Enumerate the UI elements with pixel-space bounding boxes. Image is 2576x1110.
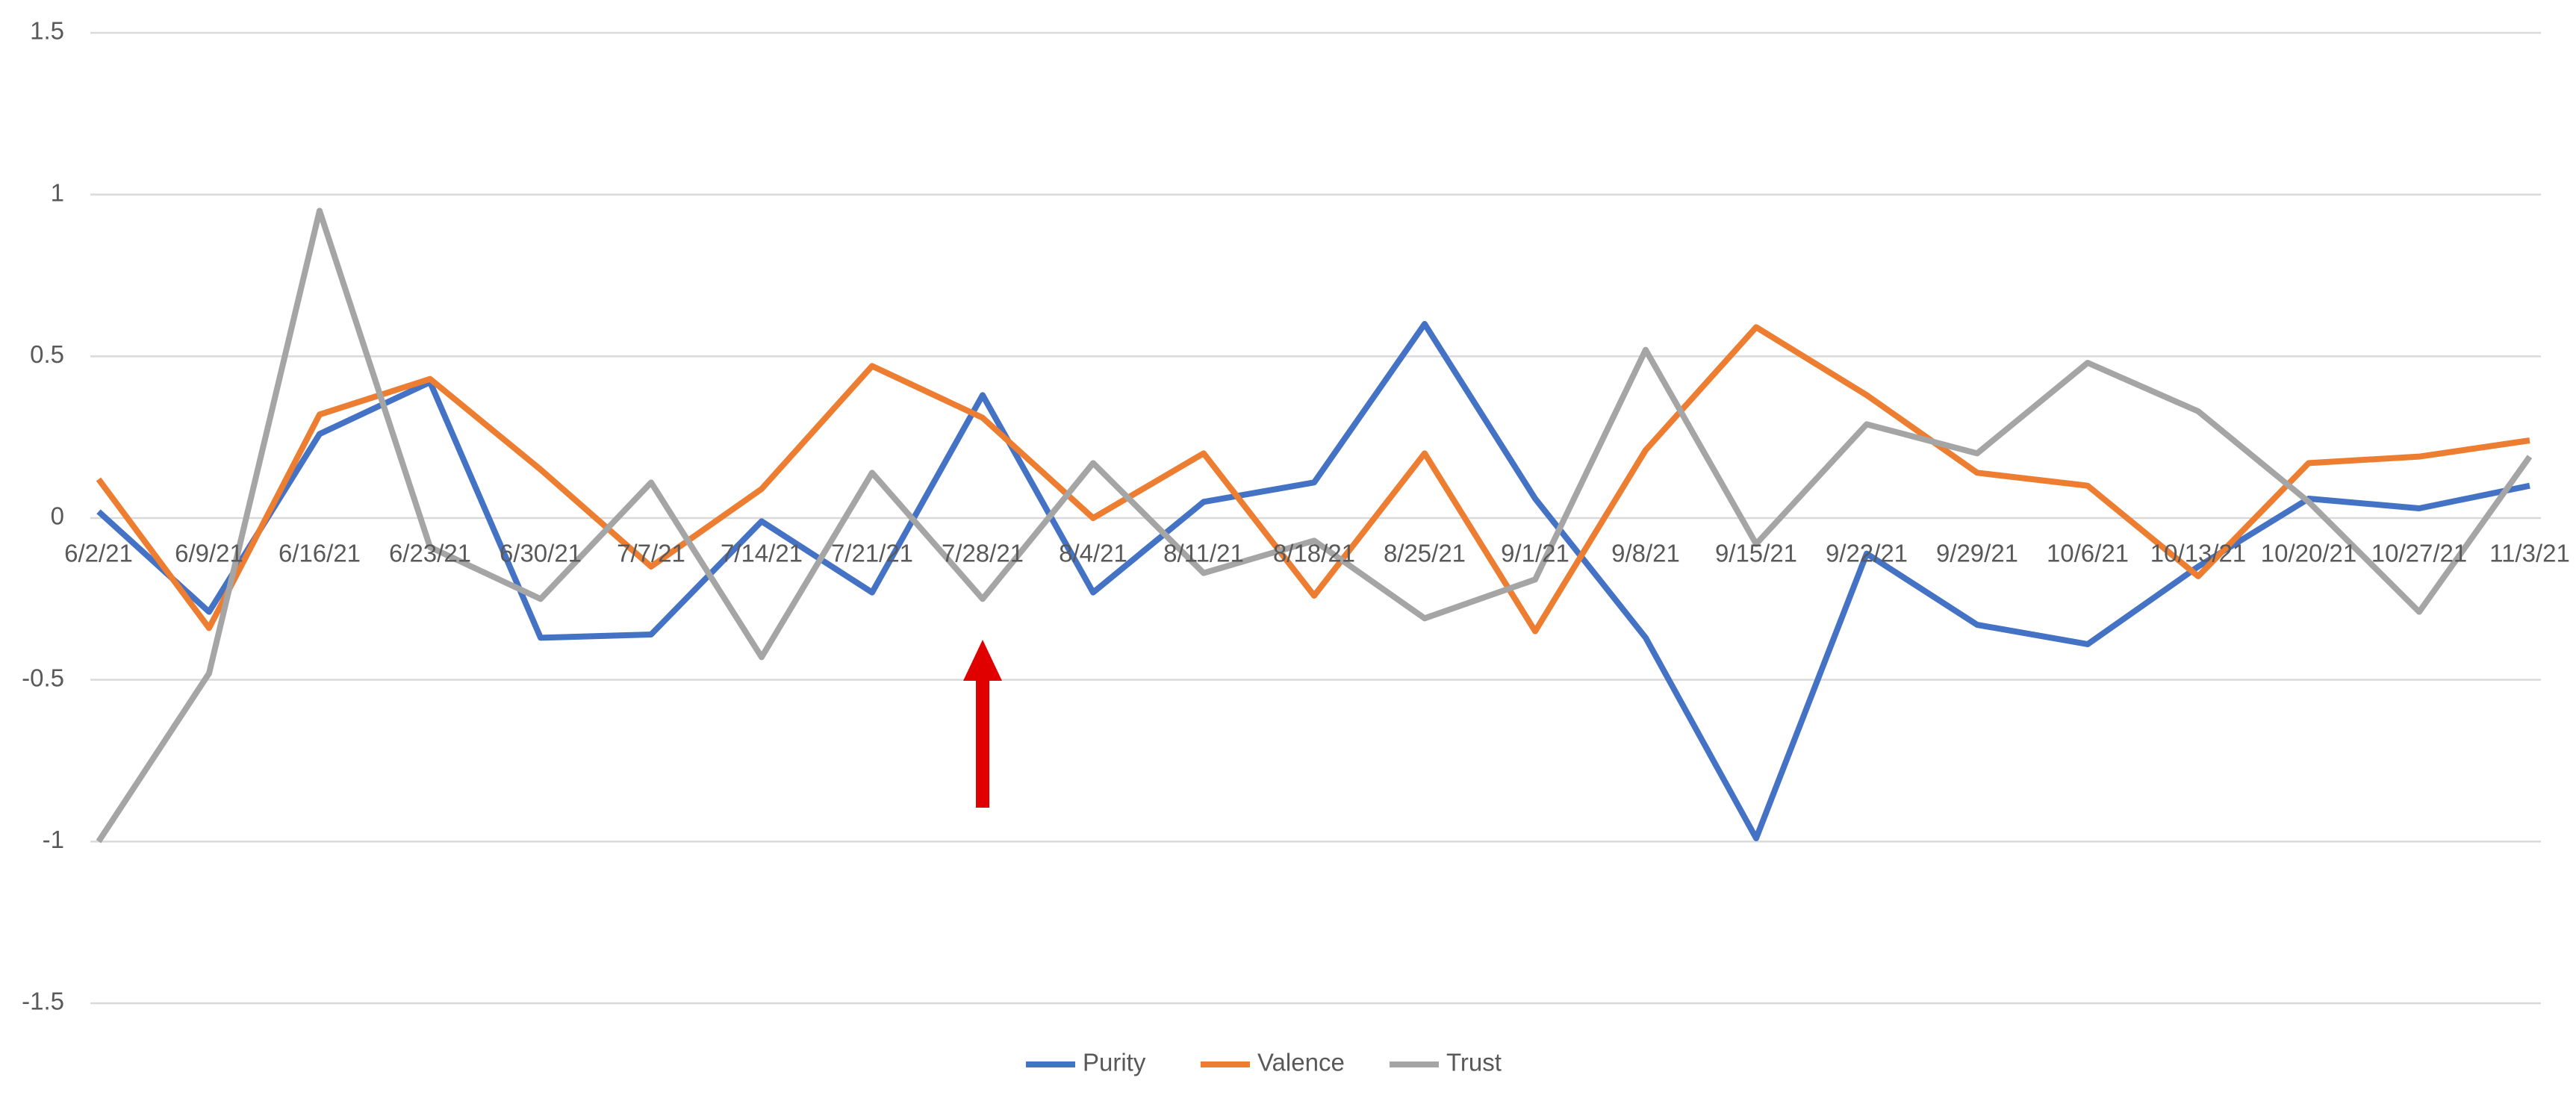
x-tick-label: 8/11/21 <box>1163 540 1244 567</box>
x-tick-label: 9/22/21 <box>1826 540 1908 567</box>
x-tick-label: 9/8/21 <box>1611 540 1680 567</box>
x-tick-label: 7/21/21 <box>831 540 913 567</box>
x-tick-label: 9/29/21 <box>1936 540 2018 567</box>
labels: 1.5 1 0.5 0 -0.5 -1 -1.5 6/2/21 6/9/21 6/16/21 6/2… <box>22 17 2570 1015</box>
legend-label: Purity <box>1083 1049 1146 1076</box>
arrow-shaft <box>976 679 989 808</box>
x-tick-label: 8/4/21 <box>1059 540 1127 567</box>
y-tick-label: -1 <box>43 826 64 853</box>
annotation-arrow <box>963 640 1002 808</box>
x-tick-label: 10/13/21 <box>2150 540 2246 567</box>
x-tick-label: 11/3/21 <box>2489 540 2570 567</box>
x-tick-label: 6/2/21 <box>64 540 133 567</box>
legend: Purity Valence Trust <box>1026 1049 1502 1076</box>
y-tick-label: -1.5 <box>22 988 64 1015</box>
x-tick-label: 6/16/21 <box>279 540 361 567</box>
x-tick-label: 7/28/21 <box>942 540 1024 567</box>
x-tick-label: 10/6/21 <box>2047 540 2129 567</box>
legend-label: Valence <box>1257 1049 1345 1076</box>
x-tick-label: 6/23/21 <box>389 540 471 567</box>
series-line <box>96 208 2533 844</box>
y-tick-label: 0.5 <box>30 340 64 368</box>
y-tick-label: -0.5 <box>22 664 64 691</box>
x-tick-label: 6/9/21 <box>175 540 243 567</box>
series-line <box>96 324 2530 634</box>
grid <box>90 31 2541 1005</box>
x-tick-label: 7/7/21 <box>617 540 685 567</box>
y-tick-label: 0 <box>51 502 64 530</box>
x-tick-label: 10/27/21 <box>2371 540 2467 567</box>
legend-label: Trust <box>1446 1049 1502 1076</box>
series-line <box>96 321 2530 841</box>
x-tick-label: 10/20/21 <box>2261 540 2356 567</box>
x-tick-label: 6/30/21 <box>500 540 582 567</box>
x-tick-label: 9/15/21 <box>1715 540 1797 567</box>
y-tick-label: 1 <box>51 178 64 206</box>
x-tick-label: 7/14/21 <box>721 540 803 567</box>
lines <box>96 208 2533 844</box>
x-tick-label: 8/18/21 <box>1273 540 1355 567</box>
y-tick-label: 1.5 <box>30 17 64 45</box>
x-tick-label: 9/1/21 <box>1501 540 1569 567</box>
arrow-head <box>963 640 1002 681</box>
x-tick-label: 8/25/21 <box>1384 540 1466 567</box>
